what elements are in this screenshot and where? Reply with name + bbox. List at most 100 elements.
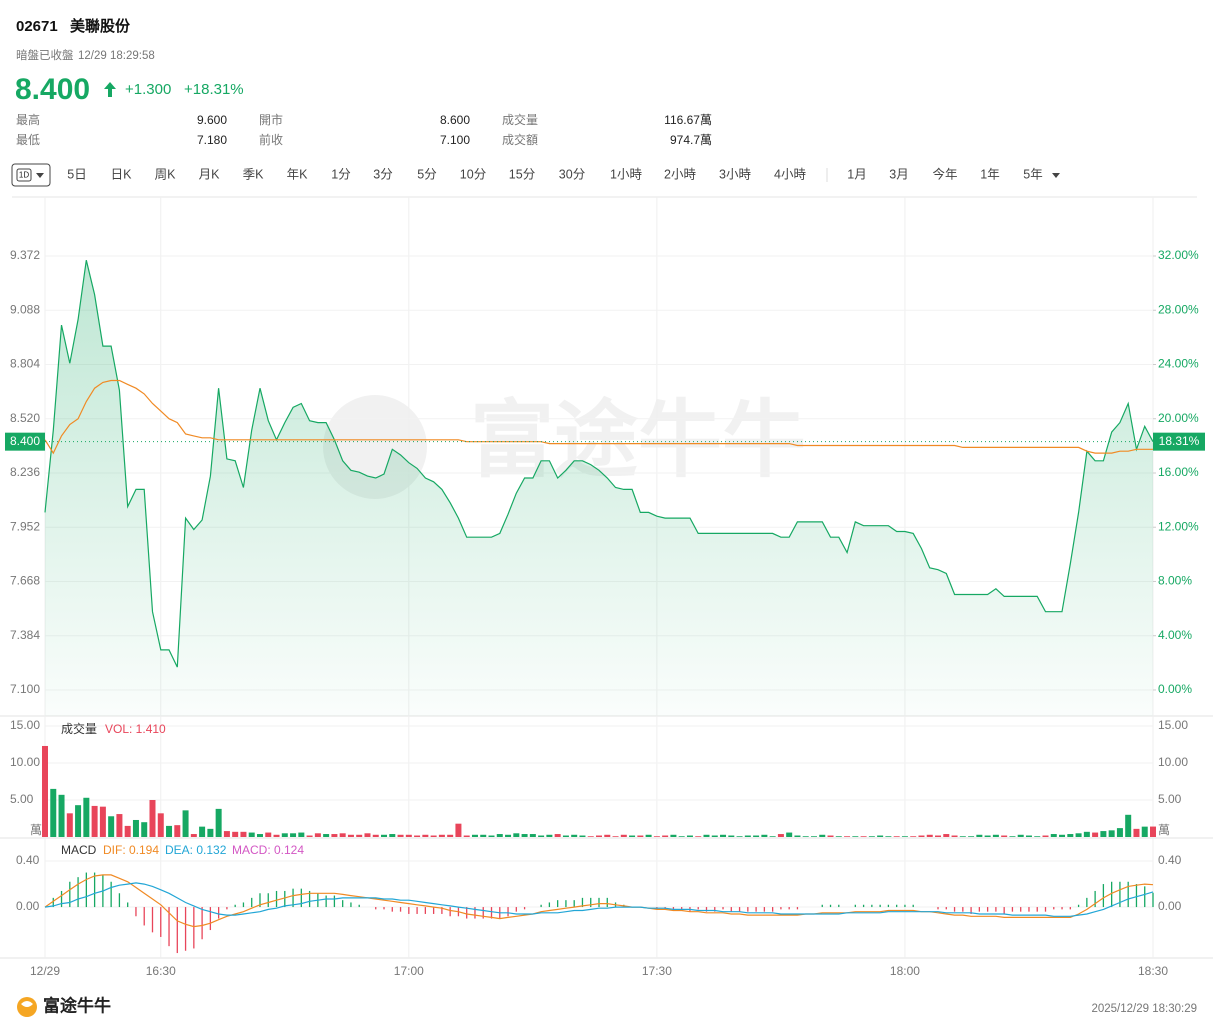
range-option[interactable]: 今年	[932, 166, 957, 181]
status-time: 12/29 18:29:58	[78, 50, 155, 62]
volume-bar	[430, 835, 437, 837]
period-option[interactable]: 15分	[509, 167, 535, 181]
volume-bar	[1092, 832, 1099, 837]
period-option[interactable]: 年K	[287, 167, 309, 181]
period-option[interactable]: 5日	[67, 167, 86, 181]
last-price-label: 8.400	[10, 434, 40, 448]
volume-bar	[83, 797, 90, 837]
volume-bar	[571, 834, 578, 837]
period-option[interactable]: 3分	[373, 167, 392, 181]
volume-bar	[1125, 814, 1132, 837]
volume-bar	[1059, 834, 1066, 837]
volume-bar	[50, 788, 57, 837]
average-line	[44, 379, 1153, 455]
stat-value: 974.7萬	[670, 133, 712, 147]
volume-bar	[1116, 828, 1123, 837]
volume-bar	[422, 834, 429, 837]
volume-bar	[496, 834, 503, 837]
charts: 12/29 16:30 17:00 17:30 18:00 18:30 7.100 7.384…	[0, 197, 1213, 978]
volume-bar	[174, 825, 181, 837]
volume-bar	[223, 831, 230, 837]
stock-code: 02671	[16, 18, 58, 35]
dropdown-arrow	[36, 173, 44, 178]
volume-bar	[265, 832, 272, 837]
volume-bar	[182, 810, 189, 837]
volume-bar	[753, 835, 760, 837]
period-option[interactable]: 周K	[155, 167, 177, 181]
volume-bar	[844, 836, 851, 837]
y-tick-label: 7.668	[10, 574, 40, 588]
volume-bar	[521, 834, 528, 837]
period-option[interactable]: 月K	[199, 167, 221, 181]
volume-bar	[662, 835, 669, 837]
x-tick-label: 18:30	[1138, 964, 1168, 978]
y-tick-label: 7.384	[10, 628, 40, 642]
range-option[interactable]: 3月	[889, 167, 908, 181]
y2-tick-label: 10.00	[1158, 755, 1188, 769]
volume-bar	[686, 835, 693, 837]
last-price-box	[5, 432, 45, 451]
volume-bar	[579, 835, 586, 837]
volume-bar	[298, 832, 305, 837]
volume-bar	[190, 834, 197, 837]
volume-bar	[769, 836, 776, 837]
unit-label: 萬	[1158, 823, 1170, 837]
volume-bar	[331, 834, 338, 837]
x-tick-label: 16:30	[146, 964, 176, 978]
range-option[interactable]: 1月	[847, 167, 866, 181]
period-option[interactable]: 1分	[331, 167, 350, 181]
volume-bar	[381, 834, 388, 837]
volume-bar	[596, 835, 602, 837]
period-option[interactable]: 季K	[243, 167, 265, 181]
volume-bar	[1133, 828, 1140, 837]
stat-value: 9.600	[197, 113, 227, 127]
volume-bar	[273, 834, 280, 837]
volume-bar	[455, 823, 462, 837]
volume-bar	[306, 835, 313, 837]
y-tick-label: 0.40	[16, 853, 40, 867]
volume-bar	[761, 834, 768, 837]
volume-bar	[314, 833, 321, 837]
stat-value: 7.180	[197, 133, 227, 147]
volume-bar	[1025, 835, 1032, 837]
volume-bar	[992, 834, 999, 837]
volume-bar	[819, 834, 826, 837]
period-option[interactable]: 日K	[111, 167, 133, 181]
y-tick-label: 8.804	[10, 357, 40, 371]
period-option[interactable]: 4小時	[774, 167, 806, 181]
period-option[interactable]: 2小時	[664, 167, 696, 181]
volume-bar	[99, 806, 106, 837]
y2-tick-label: 4.00%	[1158, 628, 1192, 642]
range-dropdown-arrow[interactable]	[1052, 173, 1060, 178]
y-tick-label: 8.236	[10, 465, 40, 479]
volume-bar	[629, 835, 636, 837]
up-arrow	[104, 82, 116, 97]
period-option[interactable]: 3小時	[719, 167, 751, 181]
volume-bar	[471, 834, 478, 837]
stat-value: 7.100	[440, 133, 470, 147]
volume-bar	[604, 834, 611, 837]
y-tick-label: 7.100	[10, 682, 40, 696]
volume-bar	[1150, 826, 1156, 837]
range-option[interactable]: 1年	[980, 167, 999, 181]
period-option[interactable]: 5分	[417, 167, 436, 181]
volume-bar	[232, 831, 239, 837]
volume-bar	[877, 835, 884, 837]
selected-period[interactable]: 1D	[19, 171, 29, 180]
period-option[interactable]: 10分	[460, 167, 486, 181]
y2-tick-label: 20.00%	[1158, 411, 1199, 425]
volume-bar	[612, 836, 619, 837]
period-option[interactable]: 1小時	[610, 167, 642, 181]
y-tick-label: 9.088	[10, 302, 40, 316]
volume-bar	[1100, 831, 1107, 837]
stat-label: 前收	[259, 132, 283, 147]
indicator-label: DEA: 0.132	[165, 843, 227, 857]
unit-label: 萬	[30, 823, 42, 837]
period-option[interactable]: 30分	[559, 167, 585, 181]
volume-bar	[720, 834, 727, 837]
range-option[interactable]: 5年	[1023, 167, 1042, 181]
volume-bar	[885, 836, 892, 837]
timestamp: 2025/12/29 18:30:29	[1091, 1003, 1197, 1015]
volume-bar	[505, 834, 512, 837]
volume-bar	[339, 833, 346, 837]
